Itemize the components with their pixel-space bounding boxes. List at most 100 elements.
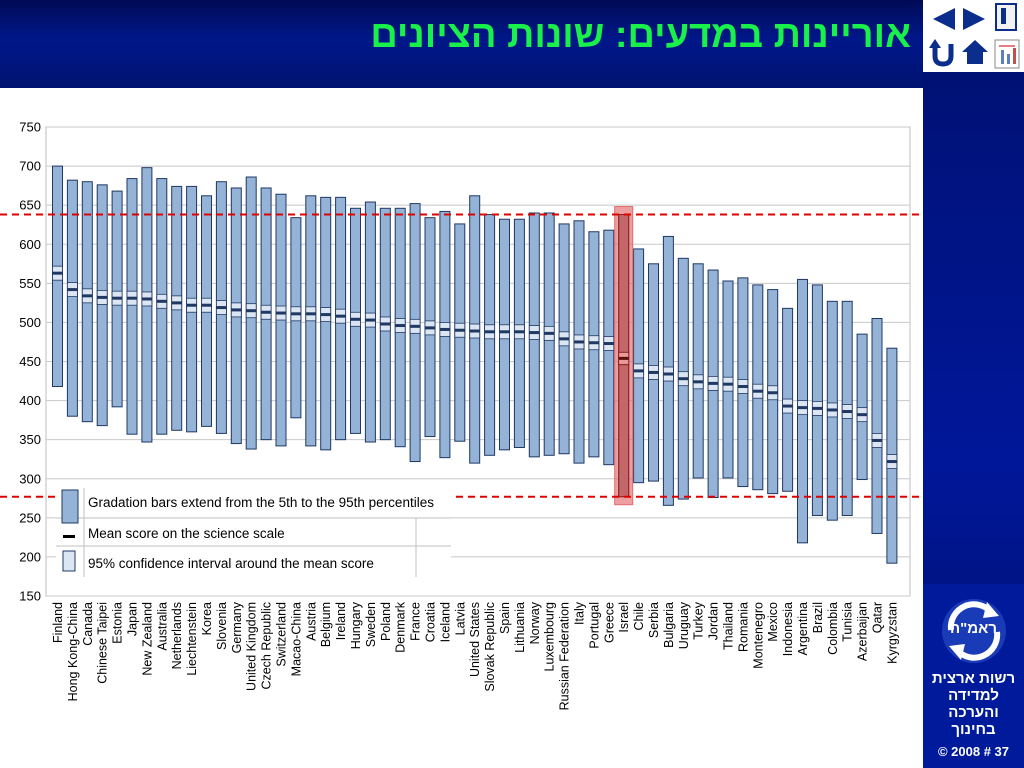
country-bar	[141, 167, 153, 443]
mean-marker	[246, 309, 257, 313]
title-bar: אוריינות במדעים: שונות הציונים	[0, 0, 923, 88]
mean-marker	[290, 312, 301, 316]
x-category-label: Russian Federation	[558, 602, 572, 710]
mean-marker	[737, 385, 748, 389]
x-category-label: Germany	[230, 601, 244, 653]
x-category-label: Canada	[81, 602, 95, 646]
country-bar	[811, 284, 823, 516]
x-category-label: Japan	[126, 602, 140, 636]
country-bar	[752, 284, 764, 491]
country-bar	[260, 187, 272, 441]
mean-marker	[82, 294, 93, 298]
x-category-label: United Kingdom	[245, 602, 259, 691]
x-category-label: Netherlands	[170, 602, 184, 669]
home-icon[interactable]	[961, 38, 989, 73]
mean-marker	[574, 340, 584, 344]
country-bar	[558, 223, 570, 455]
country-bar	[379, 207, 391, 441]
x-category-label: Liechtenstein	[185, 602, 199, 676]
logo-label: ראמ"ה	[949, 620, 997, 637]
percentile-bar	[66, 179, 78, 417]
x-category-label: Switzerland	[275, 602, 289, 667]
x-category-label: Hong Kong-China	[66, 602, 80, 701]
recycle-arrows-icon	[939, 596, 1009, 666]
mean-marker	[693, 380, 704, 384]
x-category-label: Austria	[304, 602, 318, 641]
mean-marker	[603, 342, 614, 346]
org-line: רשות ארצית	[931, 670, 1016, 687]
x-category-label: Romania	[736, 602, 750, 652]
country-bar	[513, 218, 525, 448]
return-arrow-icon[interactable]	[929, 38, 957, 73]
country-bar	[841, 300, 853, 516]
slide-title: אוריינות במדעים: שונות הציונים	[370, 14, 911, 56]
country-bar	[156, 178, 168, 435]
triangle-right-icon[interactable]	[961, 6, 989, 37]
mean-marker	[365, 318, 376, 322]
mean-marker	[797, 406, 808, 410]
mean-marker	[708, 381, 719, 385]
country-bar	[662, 235, 674, 506]
mean-marker	[633, 369, 644, 373]
y-tick-label: 550	[19, 276, 41, 291]
country-bar	[275, 193, 287, 447]
y-axis-ticks: 150 200 250 300 350 400 450 500 550 600 650 700 750	[19, 120, 41, 604]
mean-marker	[67, 288, 78, 292]
x-category-label: Estonia	[111, 602, 125, 644]
country-bar	[797, 278, 808, 544]
x-category-label: Spain	[498, 602, 512, 634]
highlight	[614, 206, 634, 506]
country-bar	[573, 220, 585, 464]
y-tick-label: 650	[19, 198, 41, 213]
x-category-label: Portugal	[587, 602, 601, 649]
country-bar	[290, 217, 302, 419]
country-bar	[499, 218, 510, 451]
x-category-label: Hungary	[349, 601, 363, 649]
x-category-label: Macao-China	[289, 602, 303, 676]
country-bar	[737, 277, 749, 488]
organization-name: רשות ארצית למדידה והערכה בחינוך	[923, 670, 1024, 738]
country-bar	[484, 214, 496, 456]
x-category-label: Norway	[528, 601, 542, 644]
mean-marker	[767, 391, 778, 395]
x-category-label: Kyrgyzstan	[885, 602, 899, 664]
country-bar	[871, 318, 883, 534]
x-category-label: Chinese Taipei	[96, 602, 110, 684]
country-bar	[111, 190, 123, 408]
country-bar	[66, 179, 78, 417]
document-icon[interactable]	[993, 2, 1021, 39]
mean-marker	[484, 330, 495, 334]
x-category-label: Qatar	[871, 602, 885, 633]
mean-marker	[350, 317, 361, 321]
mean-marker	[648, 370, 659, 374]
y-tick-label: 450	[19, 354, 41, 369]
legend-bar-swatch	[61, 489, 79, 524]
country-bar	[230, 187, 242, 445]
country-bar	[633, 248, 645, 484]
x-category-label: Czech Republic	[260, 602, 274, 690]
country-bar	[528, 212, 540, 458]
chart-icon[interactable]	[993, 38, 1021, 75]
x-category-label: Mexico	[766, 602, 780, 642]
country-bar	[588, 231, 600, 458]
country-bar	[201, 195, 212, 427]
country-bar	[722, 280, 734, 479]
org-line: והערכה	[948, 704, 999, 721]
range-bars	[52, 165, 898, 564]
country-bar	[454, 223, 466, 442]
x-category-label: Poland	[379, 602, 393, 641]
legend-box	[56, 488, 451, 577]
x-category-label: Tunisia	[841, 602, 855, 642]
country-bar	[469, 195, 481, 464]
mean-marker	[335, 314, 346, 318]
country-bar	[126, 178, 138, 435]
mean-marker	[395, 324, 406, 328]
mean-marker	[276, 311, 286, 315]
x-category-label: Montenegro	[751, 602, 765, 669]
mean-marker	[231, 308, 242, 312]
x-category-label: Croatia	[424, 602, 438, 642]
country-bar	[767, 289, 779, 495]
triangle-left-icon[interactable]	[929, 6, 957, 37]
mean-marker	[529, 331, 540, 335]
mean-marker	[857, 413, 868, 417]
